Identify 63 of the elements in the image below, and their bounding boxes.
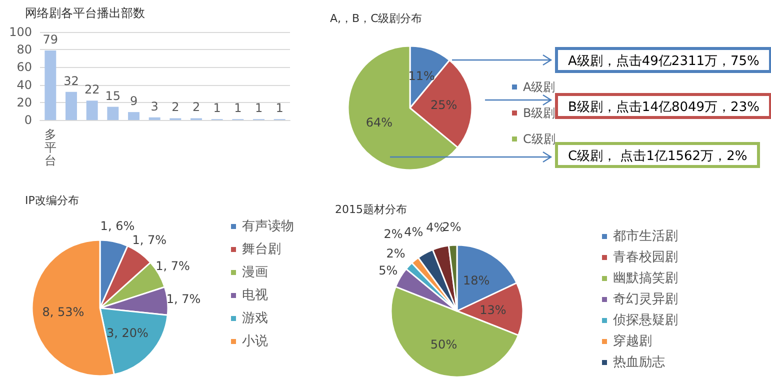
legend-label: 有声读物: [242, 219, 294, 234]
legend-label: C级剧: [523, 132, 556, 146]
data-label: 1: [254, 101, 263, 116]
data-label: 64%: [366, 115, 393, 130]
legend-label: 穿越剧: [613, 334, 652, 349]
legend-label: 游戏: [242, 311, 268, 326]
data-label: 32: [64, 74, 79, 88]
y-tick-label: 60: [16, 60, 32, 74]
text: C级剧， 点击1亿1562万，2%: [555, 142, 760, 168]
data-label: 4%: [404, 225, 424, 240]
data-label: 1: [276, 101, 284, 116]
data-label: 3, 20%: [106, 326, 148, 340]
data-label: 8, 53%: [42, 304, 84, 319]
legend-label: 漫画: [242, 265, 268, 280]
y-tick-label: 80: [16, 42, 32, 57]
legend-label: 电视: [242, 288, 268, 303]
chart-title: 网络剧各平台播出部数: [25, 6, 145, 20]
data-label: 1, 7%: [132, 233, 167, 248]
legend-label: 侦探悬疑剧: [612, 313, 678, 328]
chart-title: 2015题材分布: [335, 203, 407, 216]
legend-label: 都市生活剧: [613, 229, 678, 244]
bar: [107, 106, 119, 120]
data-label: 9: [130, 94, 138, 108]
x-tick-label: 多平台: [44, 128, 56, 168]
data-label: 1: [234, 101, 242, 116]
y-tick-label: 40: [16, 78, 32, 92]
data-label: 79: [42, 32, 58, 46]
bar: [148, 117, 160, 120]
data-label: 22: [84, 82, 100, 97]
data-label: 2: [172, 100, 180, 114]
data-label: 2%: [384, 226, 403, 241]
data-label: 13%: [480, 302, 506, 317]
bar: [128, 112, 140, 120]
bar: [86, 100, 98, 120]
data-label: 25%: [430, 98, 458, 112]
bar: [44, 50, 56, 120]
legend-label: 幽默搞笑剧: [613, 271, 678, 286]
data-label: 2%: [386, 246, 406, 260]
data-label: 2: [192, 100, 200, 114]
y-tick-label: 0: [24, 113, 32, 127]
legend-label: 热血励志: [613, 355, 665, 370]
legend-label: 舞台剧: [242, 242, 281, 257]
legend-label: 青春校园剧: [613, 250, 678, 265]
legend-label: A级剧: [523, 80, 556, 94]
data-label: 1, 7%: [156, 259, 190, 273]
chart-title: A,，B，C级剧分布: [330, 12, 422, 25]
legend-label: 奇幻灵异剧: [613, 292, 678, 307]
bar: [66, 92, 77, 120]
data-label: 18%: [462, 274, 490, 288]
data-label: 1: [213, 101, 221, 116]
legend-label: B级剧: [523, 106, 556, 120]
data-label: 50%: [430, 337, 458, 352]
data-label: 1, 7%: [166, 292, 201, 306]
y-tick-label: 100: [9, 25, 32, 39]
data-label: 15: [105, 88, 121, 103]
text: A级剧，点击49亿2311万，75%: [555, 47, 771, 73]
data-label: 1, 6%: [100, 218, 135, 233]
data-label: 3: [150, 99, 158, 114]
text: B级剧，点击14亿8049万，23%: [555, 93, 771, 119]
chart-title: IP改编分布: [25, 194, 79, 207]
data-label: 5%: [378, 263, 398, 278]
legend-label: 小说: [242, 334, 268, 349]
y-tick-label: 20: [16, 95, 32, 110]
